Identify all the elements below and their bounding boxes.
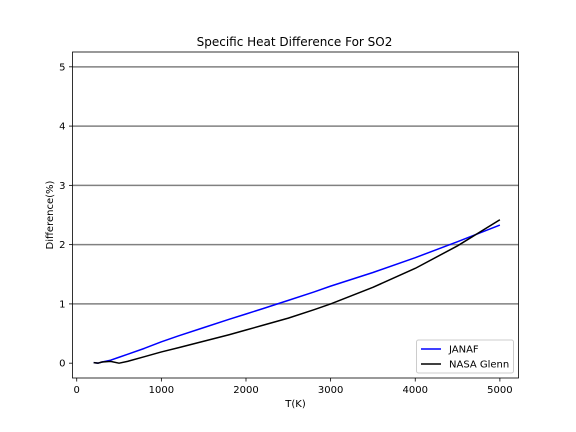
x-tick-label-4000: 4000 bbox=[403, 385, 428, 396]
legend-label-nasa-glenn: NASA Glenn bbox=[449, 360, 509, 371]
x-axis-label: T(K) bbox=[284, 399, 306, 410]
x-tick-label-5000: 5000 bbox=[487, 385, 512, 396]
x-tick-label-1000: 1000 bbox=[149, 385, 174, 396]
y-grid bbox=[72, 66, 519, 305]
x-tick-label-2000: 2000 bbox=[233, 385, 258, 396]
y-tick-label-0: 0 bbox=[59, 359, 65, 370]
y-axis-ticks: 0 1 2 3 4 5 bbox=[59, 62, 73, 370]
series-line-janaf bbox=[93, 224, 501, 364]
plot-series bbox=[93, 219, 501, 364]
y-tick-label-5: 5 bbox=[59, 62, 65, 73]
legend-label-janaf: JANAF bbox=[448, 345, 479, 356]
plot-frame bbox=[72, 51, 519, 379]
x-tick-label-0: 0 bbox=[74, 385, 80, 396]
y-tick-label-4: 4 bbox=[59, 122, 65, 133]
x-axis-ticks: 0 1000 2000 3000 4000 5000 bbox=[74, 378, 513, 396]
series-line-nasa-glenn bbox=[93, 219, 501, 364]
x-tick-label-3000: 3000 bbox=[318, 385, 343, 396]
legend: JANAF NASA Glenn bbox=[416, 339, 514, 374]
y-tick-label-3: 3 bbox=[59, 181, 65, 192]
y-tick-label-2: 2 bbox=[59, 240, 65, 251]
y-tick-label-1: 1 bbox=[59, 299, 65, 310]
y-axis-label: Difference(%) bbox=[45, 180, 56, 249]
chart-title: Specific Heat Difference For SO2 bbox=[197, 35, 393, 49]
